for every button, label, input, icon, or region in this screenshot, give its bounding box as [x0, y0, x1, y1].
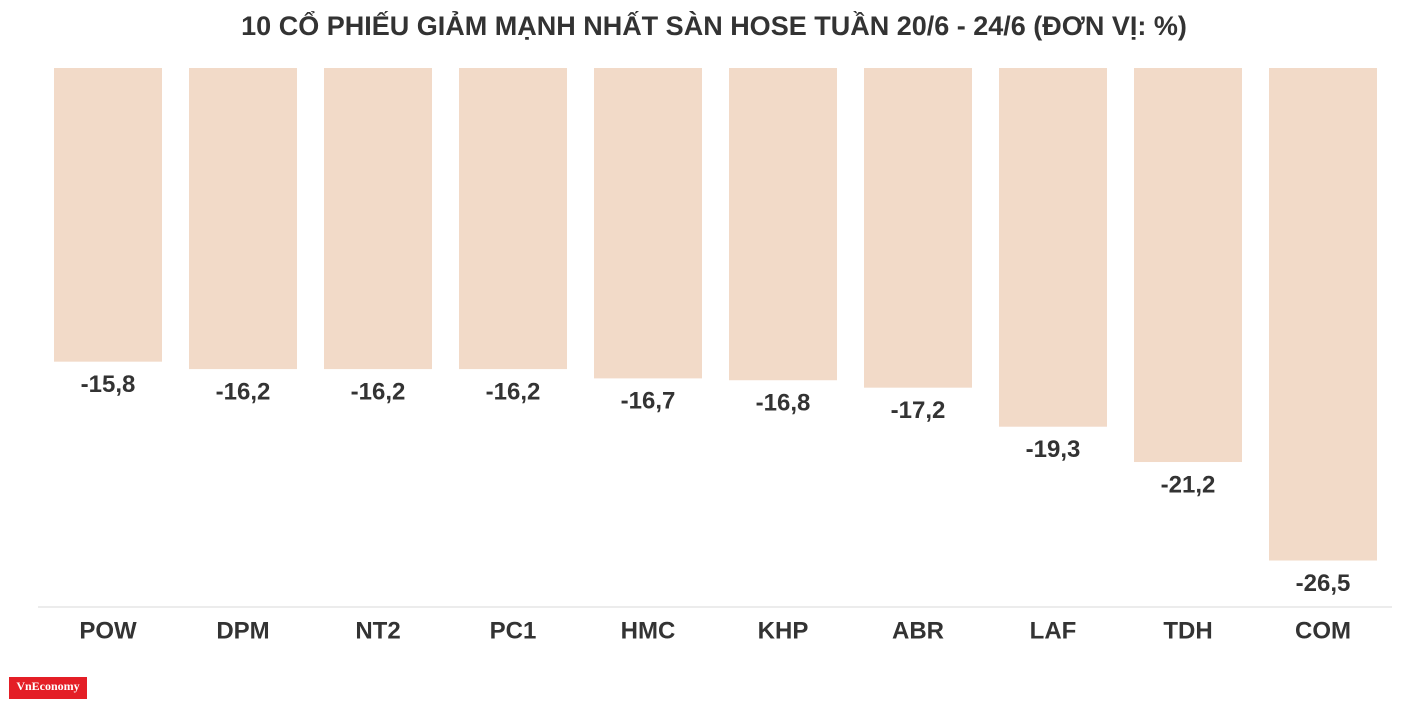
bar [864, 68, 972, 388]
bar [1269, 68, 1377, 561]
x-tick-label: NT2 [355, 617, 400, 644]
x-tick-label: PC1 [490, 617, 537, 644]
value-label: -16,7 [621, 388, 676, 415]
value-label: -21,2 [1161, 471, 1216, 498]
x-tick-label: DPM [216, 617, 269, 644]
value-label: -26,5 [1296, 570, 1351, 597]
value-label: -16,2 [486, 378, 541, 405]
bar [324, 68, 432, 370]
x-tick-label: ABR [892, 617, 944, 644]
x-tick-label: HMC [621, 617, 676, 644]
logo-box [9, 677, 87, 699]
x-tick-label: TDH [1163, 617, 1212, 644]
bar [459, 68, 567, 370]
value-label: -16,2 [216, 378, 271, 405]
bar [999, 68, 1107, 427]
value-label: -17,2 [891, 397, 946, 424]
bar [54, 68, 162, 362]
x-tick-label: KHP [758, 617, 809, 644]
value-label: -16,8 [756, 390, 811, 417]
value-label: -15,8 [81, 371, 136, 398]
x-tick-label: LAF [1030, 617, 1077, 644]
logo: VnEconomy [16, 679, 79, 693]
value-label: -19,3 [1026, 436, 1081, 463]
x-tick-label: COM [1295, 617, 1351, 644]
value-label: -16,2 [351, 378, 406, 405]
bar [729, 68, 837, 381]
bar [1134, 68, 1242, 463]
bar [189, 68, 297, 370]
x-tick-label: POW [79, 617, 137, 644]
bar [594, 68, 702, 379]
chart-title: 10 CỔ PHIẾU GIẢM MẠNH NHẤT SÀN HOSE TUẦN… [241, 9, 1187, 41]
